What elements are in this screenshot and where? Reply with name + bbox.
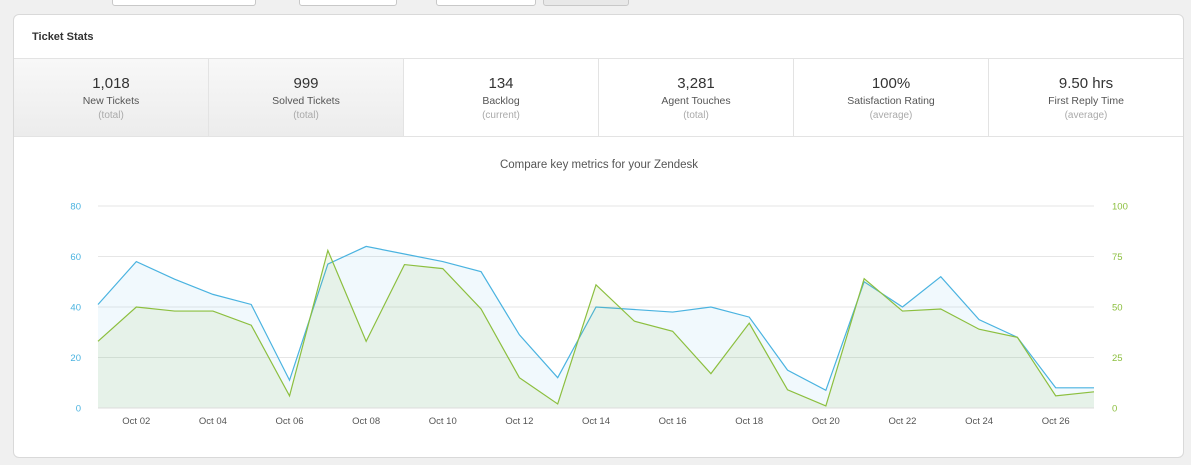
y-right-tick-label: 75 xyxy=(1112,252,1123,263)
stat-sublabel: (current) xyxy=(482,109,520,121)
stat-label: First Reply Time xyxy=(1048,94,1124,107)
y-left-tick-label: 80 xyxy=(70,202,81,213)
stat-satisfaction-rating[interactable]: 100% Satisfaction Rating (average) xyxy=(794,59,989,136)
filter-button[interactable] xyxy=(543,0,629,6)
stat-label: Satisfaction Rating xyxy=(847,94,935,107)
x-tick-label: Oct 22 xyxy=(888,416,916,427)
x-tick-label: Oct 10 xyxy=(429,416,457,427)
y-right-tick-label: 100 xyxy=(1112,202,1128,213)
stat-agent-touches[interactable]: 3,281 Agent Touches (total) xyxy=(599,59,794,136)
y-left-tick-label: 40 xyxy=(70,303,81,314)
chart-title: Compare key metrics for your Zendesk xyxy=(500,159,698,171)
y-right-tick-label: 0 xyxy=(1112,404,1117,415)
x-tick-label: Oct 20 xyxy=(812,416,840,427)
stat-sublabel: (average) xyxy=(1064,109,1108,121)
x-tick-label: Oct 16 xyxy=(659,416,687,427)
stat-sublabel: (total) xyxy=(98,109,124,121)
series-line-left xyxy=(97,245,1094,392)
stat-value: 999 xyxy=(293,74,319,92)
top-toolbar xyxy=(0,0,1191,14)
series-area-right xyxy=(98,250,1094,408)
stat-value: 9.50 hrs xyxy=(1058,74,1114,92)
y-left-tick-label: 0 xyxy=(76,404,81,415)
series-line-right xyxy=(97,248,1095,407)
ticket-stats-panel: Ticket Stats 1,018 New Tickets (total) 999 S… xyxy=(13,14,1184,458)
stat-value: 134 xyxy=(488,74,514,92)
stat-new-tickets[interactable]: 1,018 New Tickets (total) xyxy=(14,59,209,136)
stat-first-reply-time[interactable]: 9.50 hrs First Reply Time (average) xyxy=(989,59,1183,136)
y-left-tick-label: 20 xyxy=(70,353,81,364)
metrics-chart: Compare key metrics for your Zendesk 0 20 4… xyxy=(14,137,1183,457)
series-area-left xyxy=(98,246,1094,408)
y-right-tick-label: 25 xyxy=(1112,353,1123,364)
x-tick-label: Oct 14 xyxy=(582,416,610,427)
x-tick-label: Oct 06 xyxy=(276,416,304,427)
stat-value: 1,018 xyxy=(92,74,130,92)
y-right-tick-label: 50 xyxy=(1112,303,1123,314)
stat-sublabel: (total) xyxy=(683,109,709,121)
filter-button[interactable] xyxy=(436,0,536,6)
x-tick-label: Oct 24 xyxy=(965,416,993,427)
y-left-tick-label: 60 xyxy=(70,252,81,263)
filter-select[interactable] xyxy=(112,0,256,6)
stat-label: New Tickets xyxy=(82,94,140,107)
x-tick-label: Oct 12 xyxy=(505,416,533,427)
x-tick-label: Oct 26 xyxy=(1042,416,1070,427)
filter-button[interactable] xyxy=(299,0,397,6)
stat-value: 100% xyxy=(871,74,911,92)
stat-label: Agent Touches xyxy=(661,94,731,107)
stat-sublabel: (average) xyxy=(869,109,913,121)
x-tick-label: Oct 08 xyxy=(352,416,380,427)
x-tick-label: Oct 02 xyxy=(122,416,150,427)
stat-sublabel: (total) xyxy=(293,109,319,121)
metrics-chart-svg: Compare key metrics for your Zendesk 0 20 4… xyxy=(70,159,1128,427)
stat-label: Solved Tickets xyxy=(272,94,340,107)
stat-backlog[interactable]: 134 Backlog (current) xyxy=(404,59,599,136)
stats-row: 1,018 New Tickets (total) 999 Solved Tickets… xyxy=(14,59,1183,137)
panel-title: Ticket Stats xyxy=(14,15,1183,59)
stat-value: 3,281 xyxy=(677,74,715,92)
x-tick-label: Oct 04 xyxy=(199,416,227,427)
x-tick-label: Oct 18 xyxy=(735,416,763,427)
stat-solved-tickets[interactable]: 999 Solved Tickets (total) xyxy=(209,59,404,136)
stat-label: Backlog xyxy=(482,94,520,107)
